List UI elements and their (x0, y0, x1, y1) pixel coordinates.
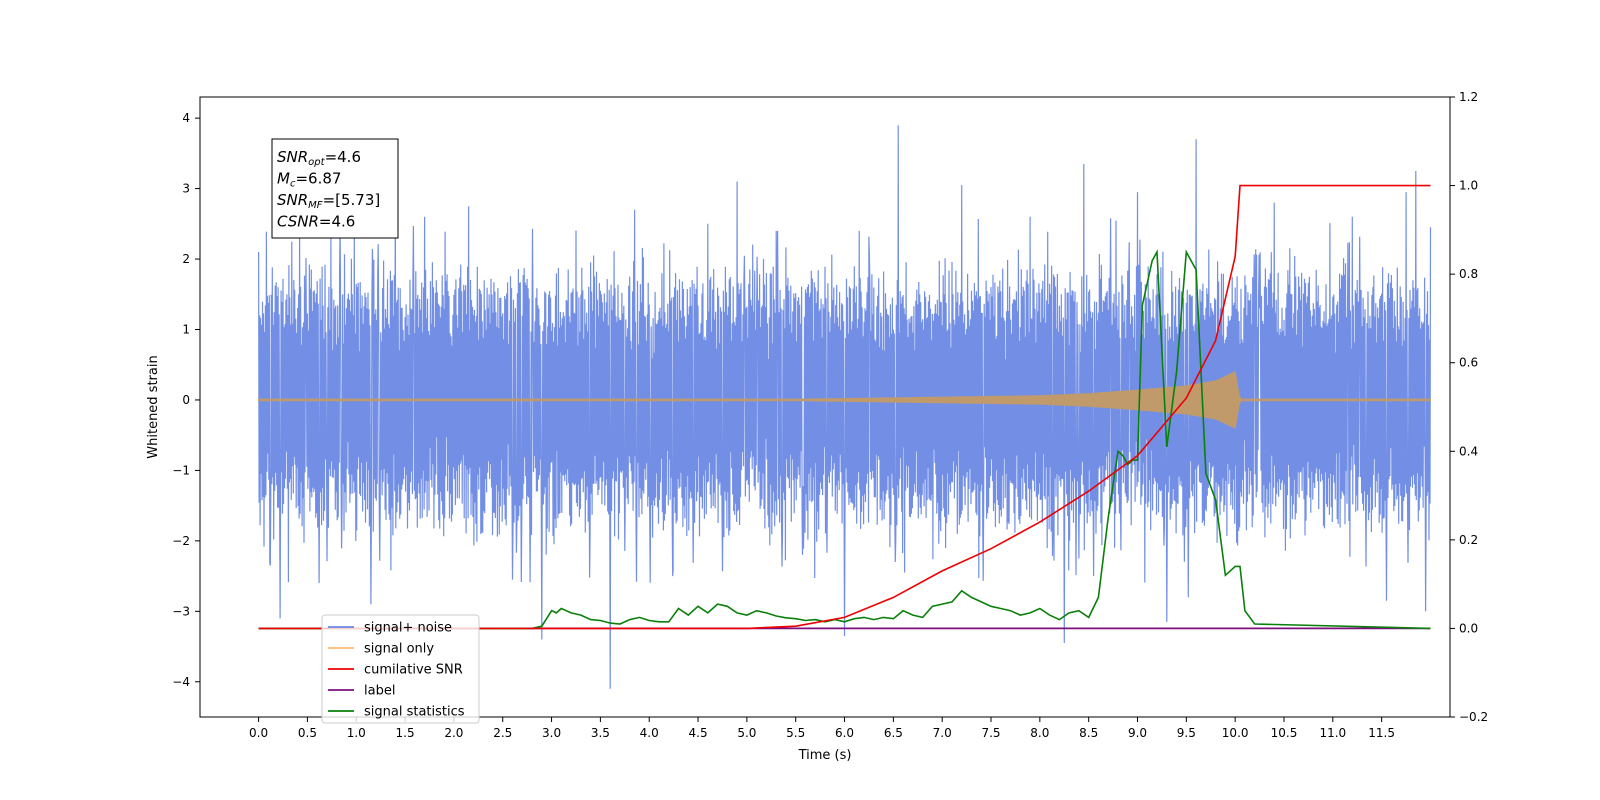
legend-item-signal-only: signal only (364, 642, 434, 657)
x-tick-label: 5.5 (786, 726, 805, 740)
x-tick-label: 10.0 (1222, 726, 1249, 740)
y-axis-left: −4 −3 −2 −1 0 1 2 3 4 (172, 111, 200, 689)
x-tick-label: 9.0 (1128, 726, 1147, 740)
x-tick-label: 2.0 (444, 726, 463, 740)
x-tick-label: 11.5 (1368, 726, 1395, 740)
y-left-tick-label: 4 (182, 111, 190, 125)
x-tick-label: 10.5 (1271, 726, 1298, 740)
series-layer (258, 125, 1432, 689)
x-axis: 0.0 0.5 1.0 1.5 2.0 2.5 3.0 3.5 4.0 4.5 5.0 5.5 6.0 6… (249, 717, 1395, 740)
x-tick-label: 1.5 (396, 726, 415, 740)
y-left-tick-label: 2 (182, 252, 190, 266)
y-axis-label-left: Whitened strain (146, 355, 161, 458)
x-tick-label: 8.5 (1079, 726, 1098, 740)
x-tick-label: 2.5 (493, 726, 512, 740)
y-right-tick-label: 0.8 (1459, 267, 1478, 281)
x-tick-label: 11.0 (1319, 726, 1346, 740)
legend-frame (321, 614, 480, 724)
x-tick-label: 6.0 (835, 726, 854, 740)
x-tick-label: 5.0 (737, 726, 756, 740)
annotation-snr-opt: SNRopt=4.6 (277, 148, 361, 168)
y-right-tick-label: 0.6 (1459, 356, 1478, 370)
stats-annotation-box: SNRopt=4.6 Mc=6.87 SNRMF=[5.73] CSNR=4.6 (271, 138, 399, 239)
annotation-mc-value: =6.87 (295, 170, 341, 188)
x-tick-label: 7.5 (981, 726, 1000, 740)
annotation-mc: Mc=6.87 (277, 170, 341, 190)
annotation-csnr-value: =4.6 (319, 213, 355, 231)
series-signal-statistics (258, 249, 1431, 630)
y-left-tick-label: −2 (172, 534, 190, 548)
annotation-snr-mf-value: =[5.73] (323, 191, 381, 209)
legend-item-signal-noise: signal+ noise (364, 621, 452, 636)
x-tick-label: 3.5 (591, 726, 610, 740)
series-signal-noise (258, 125, 1432, 689)
x-tick-label: 4.5 (689, 726, 708, 740)
y-right-tick-label: −0.2 (1459, 710, 1488, 724)
y-axis-right: −0.2 0.0 0.2 0.4 0.6 0.8 1.0 1.2 (1450, 90, 1488, 724)
y-right-tick-label: 0.4 (1459, 444, 1478, 458)
x-tick-label: 9.5 (1177, 726, 1196, 740)
y-right-tick-label: 0.2 (1459, 533, 1478, 547)
x-tick-label: 7.0 (933, 726, 952, 740)
legend-item-signal-statistics: signal statistics (364, 705, 465, 720)
legend-item-cumulative-snr: cumilative SNR (364, 663, 463, 678)
plot-area-frame (199, 96, 1451, 718)
y-right-tick-label: 1.2 (1459, 90, 1478, 104)
legend-item-label: label (364, 684, 395, 699)
annotation-snr-mf: SNRMF=[5.73] (277, 191, 380, 211)
x-axis-label: Time (s) (798, 748, 852, 763)
x-tick-label: 1.0 (347, 726, 366, 740)
y-left-tick-label: −3 (172, 604, 190, 618)
annotation-snr-opt-value: =4.6 (325, 148, 361, 166)
legend: signal+ noise signal only cumilative SNR la… (321, 614, 480, 724)
x-tick-label: 4.0 (640, 726, 659, 740)
annotation-frame (271, 138, 399, 239)
y-right-tick-label: 1.0 (1459, 179, 1478, 193)
x-tick-label: 3.0 (542, 726, 561, 740)
y-left-tick-label: 3 (182, 182, 190, 196)
y-left-tick-label: 1 (182, 323, 190, 337)
x-tick-label: 0.0 (249, 726, 268, 740)
x-tick-label: 8.0 (1030, 726, 1049, 740)
series-signal-only (258, 371, 1431, 429)
series-cumulative-snr (258, 184, 1431, 630)
y-left-tick-label: −4 (172, 675, 190, 689)
y-right-tick-label: 0.0 (1459, 621, 1478, 635)
y-left-tick-label: −1 (172, 463, 190, 477)
x-tick-label: 6.5 (884, 726, 903, 740)
x-tick-label: 0.5 (298, 726, 317, 740)
annotation-csnr: CSNR=4.6 (277, 213, 355, 231)
y-left-tick-label: 0 (182, 393, 190, 407)
